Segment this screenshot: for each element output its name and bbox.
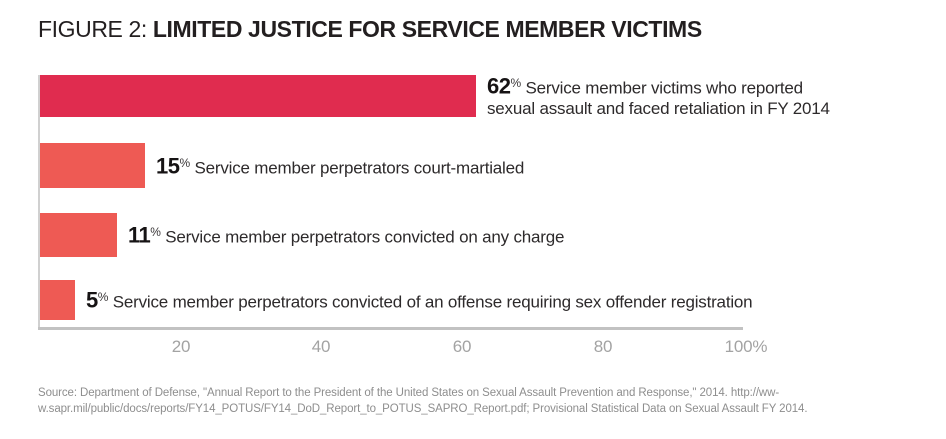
x-axis-ticks: 20 40 60 80 100% [40, 337, 768, 357]
bar-label-retaliation: 62% Service member victims who reported … [487, 73, 830, 120]
source-citation: Source: Department of Defense, "Annual R… [38, 386, 926, 417]
bar-5pct [40, 280, 75, 320]
x-tick-40: 40 [311, 337, 331, 356]
x-tick-80: 80 [593, 337, 613, 356]
x-tick-60: 60 [452, 337, 472, 356]
bar-value: 15 [156, 153, 180, 179]
percent-sign: % [150, 225, 161, 240]
bar-11pct [40, 213, 117, 257]
bar-chart: 62% Service member victims who reported … [38, 75, 830, 356]
source-line-1: Source: Department of Defense, "Annual R… [38, 387, 780, 399]
bar-label-line1: Service member perpetrators court-martia… [194, 158, 525, 178]
bar-label-convicted-any-charge: 11% Service member perpetrators convicte… [128, 222, 564, 248]
bar-label-sex-offender-registration: 5% Service member perpetrators convicted… [86, 287, 753, 313]
bar-value: 62 [487, 73, 511, 99]
bar-62pct [40, 75, 476, 117]
bar-row-court-martialed: 15% Service member perpetrators court-ma… [40, 143, 946, 188]
bar-label-line2: sexual assault and faced retaliation in … [487, 99, 830, 119]
bar-label-line1: Service member perpetrators convicted on… [165, 227, 565, 247]
percent-sign: % [179, 155, 190, 170]
figure-title-text: LIMITED JUSTICE FOR SERVICE MEMBER VICTI… [152, 16, 702, 42]
percent-sign: % [97, 290, 109, 305]
x-tick-20: 20 [171, 337, 191, 356]
bar-label-line1: Service member perpetrators convicted of… [112, 292, 753, 312]
bar-value: 11 [128, 222, 151, 248]
x-axis-line [38, 327, 743, 330]
figure-number: FIGURE 2: [38, 16, 147, 42]
bar-row-retaliation: 62% Service member victims who reported … [40, 73, 946, 120]
bar-label-court-martialed: 15% Service member perpetrators court-ma… [156, 153, 524, 179]
bar-label-line1: Service member victims who reported [525, 78, 804, 98]
bar-row-convicted-any-charge: 11% Service member perpetrators convicte… [40, 213, 946, 257]
bar-15pct [40, 143, 145, 188]
bar-value: 5 [86, 287, 98, 313]
figure-title: FIGURE 2: LIMITED JUSTICE FOR SERVICE ME… [38, 16, 702, 43]
bar-row-sex-offender-registration: 5% Service member perpetrators convicted… [40, 280, 946, 320]
x-tick-100: 100% [724, 337, 768, 356]
percent-sign: % [510, 75, 521, 90]
source-line-2: w.sapr.mil/public/docs/reports/FY14_POTU… [38, 402, 808, 415]
